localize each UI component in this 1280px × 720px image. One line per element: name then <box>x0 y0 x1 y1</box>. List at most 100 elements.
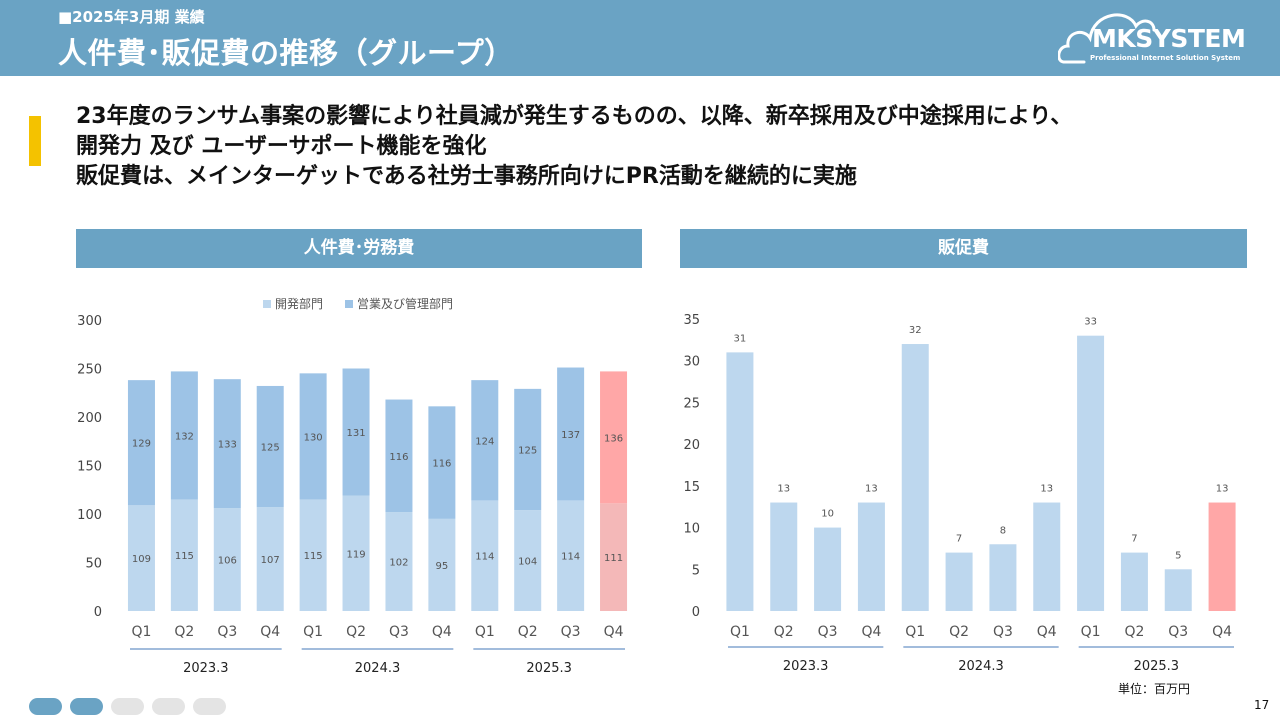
x-tick-label: Q1 <box>131 624 151 640</box>
x-tick-label: Q2 <box>346 624 366 640</box>
data-label-dev: 109 <box>132 554 151 565</box>
bar-promotion <box>1033 502 1061 611</box>
bar-promotion <box>945 552 973 611</box>
promo-cost-panel-title: 販促費 <box>680 229 1247 268</box>
x-tick-label: Q1 <box>730 624 750 640</box>
x-tick-label: Q4 <box>1037 624 1057 640</box>
x-tick-label: Q3 <box>1168 624 1188 640</box>
company-logo: MKSYSTEM Professional Internet Solution … <box>1057 4 1258 72</box>
bar-sales-admin <box>385 399 413 513</box>
lead-line-1: 23年度のランサム事案の影響により社員減が発生するものの、以降、新卒採用及び中途… <box>76 104 1073 129</box>
data-label-promotion: 32 <box>909 325 922 336</box>
data-label-sales-admin: 116 <box>432 459 451 470</box>
x-tick-label: Q4 <box>861 624 881 640</box>
data-label-dev: 111 <box>604 553 623 564</box>
data-label-promotion: 8 <box>1000 525 1006 536</box>
data-label-promotion: 7 <box>956 534 962 545</box>
bar-dev <box>428 518 456 611</box>
x-tick-label: Q3 <box>993 624 1013 640</box>
lead-line-3: 販促費は、メインターゲットである社労士事務所向けにPR活動を継続的に実施 <box>76 164 857 189</box>
group-label: 2023.3 <box>183 661 229 676</box>
x-tick-label: Q2 <box>774 624 794 640</box>
x-tick-label: Q1 <box>303 624 323 640</box>
x-tick-label: Q4 <box>432 624 452 640</box>
x-tick-label: Q3 <box>561 624 581 640</box>
legend-swatch-sales-admin <box>345 300 353 308</box>
unit-label: 単位：百万円 <box>1118 682 1191 696</box>
lead-text: 23年度のランサム事案の影響により社員減が発生するものの、以降、新卒採用及び中途… <box>76 102 1256 192</box>
y-tick-label: 200 <box>77 411 102 426</box>
bar-promotion <box>770 502 798 611</box>
promotion-cost-chart: 0 5 10 15 20 25 30 35 31 Q1 13 Q2 10 Q3 13 Q4 32 Q1 7 Q2 8 Q3… <box>683 313 1236 674</box>
data-label-promotion: 13 <box>1216 484 1229 495</box>
bar-promotion <box>726 352 754 611</box>
y-tick-label: 50 <box>85 557 102 572</box>
page-title: 人件費･販促費の推移（グループ） <box>58 36 514 70</box>
header-bar: ■2025年3月期 業績 人件費･販促費の推移（グループ） MKSYSTEM P… <box>0 0 1280 76</box>
bar-dev <box>385 512 413 611</box>
legend-swatch-dev <box>263 300 271 308</box>
bar-promotion <box>1077 335 1105 611</box>
y-tick-label: 35 <box>683 313 700 328</box>
logo-wordmark: MKSYSTEM <box>1092 24 1246 53</box>
bar-dev <box>256 507 284 611</box>
data-label-promotion: 5 <box>1175 550 1181 561</box>
data-label-sales-admin: 129 <box>132 439 151 450</box>
data-label-dev: 107 <box>261 555 280 566</box>
bar-sales-admin <box>213 379 241 509</box>
y-tick-label: 25 <box>683 396 700 411</box>
x-tick-label: Q2 <box>174 624 194 640</box>
bar-sales-admin <box>557 367 585 501</box>
x-tick-label: Q4 <box>1212 624 1232 640</box>
data-label-promotion: 7 <box>1131 534 1137 545</box>
x-tick-label: Q4 <box>604 624 624 640</box>
data-label-promotion: 13 <box>777 484 790 495</box>
data-label-dev: 115 <box>304 551 323 562</box>
x-tick-label: Q2 <box>949 624 969 640</box>
bar-promotion <box>1208 502 1236 611</box>
x-tick-label: Q1 <box>905 624 925 640</box>
bar-sales-admin <box>600 371 628 504</box>
data-label-dev: 114 <box>475 552 494 563</box>
x-tick-label: Q2 <box>518 624 538 640</box>
x-tick-label: Q3 <box>389 624 409 640</box>
data-label-sales-admin: 124 <box>475 436 494 447</box>
data-label-sales-admin: 133 <box>218 440 237 451</box>
bar-dev <box>127 505 155 611</box>
bar-sales-admin <box>170 371 198 500</box>
y-tick-label: 15 <box>683 480 700 495</box>
data-label-sales-admin: 137 <box>561 430 580 441</box>
y-tick-label: 0 <box>94 605 102 620</box>
group-label: 2025.3 <box>526 661 572 676</box>
data-label-dev: 119 <box>346 549 365 560</box>
bar-dev <box>299 499 327 611</box>
bar-dev <box>600 503 628 611</box>
x-tick-label: Q3 <box>217 624 237 640</box>
bar-promotion <box>989 544 1017 611</box>
bar-dev <box>557 500 585 611</box>
data-label-promotion: 33 <box>1084 317 1097 328</box>
data-label-sales-admin: 136 <box>604 433 623 444</box>
bar-dev <box>342 495 370 611</box>
data-label-dev: 104 <box>518 557 537 568</box>
y-tick-label: 30 <box>683 355 700 370</box>
x-tick-label: Q2 <box>1124 624 1144 640</box>
x-tick-label: Q1 <box>475 624 495 640</box>
bar-sales-admin <box>428 406 456 519</box>
bar-dev <box>471 500 499 611</box>
data-label-sales-admin: 131 <box>346 428 365 439</box>
page-number: 17 <box>1254 698 1270 712</box>
page-dot <box>111 698 144 715</box>
data-label-sales-admin: 130 <box>304 432 323 443</box>
accent-bar <box>29 116 41 166</box>
data-label-promotion: 13 <box>1040 484 1053 495</box>
x-tick-label: Q1 <box>1081 624 1101 640</box>
page-dot <box>70 698 103 715</box>
y-tick-label: 10 <box>683 522 700 537</box>
bar-promotion <box>1164 569 1192 611</box>
bar-sales-admin <box>471 380 499 501</box>
data-label-dev: 115 <box>175 551 194 562</box>
data-label-dev: 114 <box>561 552 580 563</box>
bar-sales-admin <box>514 388 542 511</box>
y-tick-label: 150 <box>77 460 102 475</box>
